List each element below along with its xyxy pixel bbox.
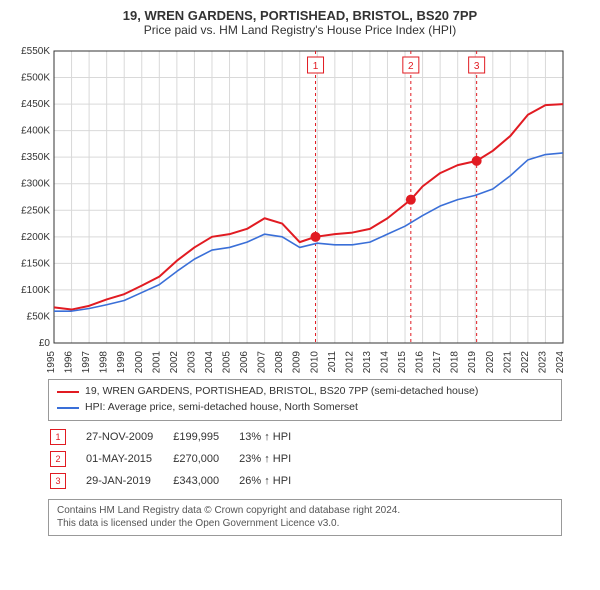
svg-text:£500K: £500K	[21, 73, 50, 84]
sale-marker-icon: 1	[50, 429, 66, 445]
svg-text:2002: 2002	[169, 351, 180, 373]
svg-text:2024: 2024	[555, 351, 566, 373]
legend-row: HPI: Average price, semi-detached house,…	[57, 400, 553, 416]
svg-text:2018: 2018	[450, 351, 461, 373]
sale-date: 01-MAY-2015	[86, 449, 171, 469]
legend-swatch	[57, 407, 79, 409]
svg-text:£300K: £300K	[21, 179, 50, 190]
svg-text:2013: 2013	[362, 351, 373, 373]
legend-label: 19, WREN GARDENS, PORTISHEAD, BRISTOL, B…	[85, 384, 478, 400]
svg-text:2007: 2007	[257, 351, 268, 373]
svg-text:£400K: £400K	[21, 126, 50, 137]
svg-text:2001: 2001	[151, 351, 162, 373]
price-chart: £0 £50K £100K £150K £200K £250K £300K £350K £400…	[8, 43, 568, 373]
attribution-footer: Contains HM Land Registry data © Crown c…	[48, 499, 562, 536]
svg-text:2006: 2006	[239, 351, 250, 373]
svg-text:1998: 1998	[99, 351, 110, 373]
svg-text:2023: 2023	[537, 351, 548, 373]
sale-date: 29-JAN-2019	[86, 471, 171, 491]
svg-text:£550K: £550K	[21, 46, 50, 57]
table-row: 3 29-JAN-2019£343,00026% ↑ HPI	[50, 471, 309, 491]
svg-text:2016: 2016	[415, 351, 426, 373]
svg-text:2000: 2000	[134, 351, 145, 373]
svg-text:£350K: £350K	[21, 152, 50, 163]
svg-text:2009: 2009	[292, 351, 303, 373]
table-row: 1 27-NOV-2009£199,99513% ↑ HPI	[50, 427, 309, 447]
svg-text:2014: 2014	[379, 351, 390, 373]
svg-text:2020: 2020	[485, 351, 496, 373]
sale-price: £343,000	[173, 471, 237, 491]
legend-row: 19, WREN GARDENS, PORTISHEAD, BRISTOL, B…	[57, 384, 553, 400]
svg-text:3: 3	[474, 61, 480, 72]
svg-text:2019: 2019	[467, 351, 478, 373]
footer-line: Contains HM Land Registry data © Crown c…	[57, 504, 553, 518]
sale-delta: 26% ↑ HPI	[239, 471, 309, 491]
svg-text:2022: 2022	[520, 351, 531, 373]
svg-text:2015: 2015	[397, 351, 408, 373]
svg-text:2017: 2017	[432, 351, 443, 373]
sale-delta: 23% ↑ HPI	[239, 449, 309, 469]
svg-text:2004: 2004	[204, 351, 215, 373]
svg-text:£250K: £250K	[21, 205, 50, 216]
svg-text:2005: 2005	[222, 351, 233, 373]
svg-text:£0: £0	[39, 338, 51, 349]
page-subtitle: Price paid vs. HM Land Registry's House …	[8, 23, 592, 37]
footer-line: This data is licensed under the Open Gov…	[57, 517, 553, 531]
svg-text:2011: 2011	[327, 351, 338, 373]
svg-text:£100K: £100K	[21, 285, 50, 296]
svg-text:1999: 1999	[116, 351, 127, 373]
sales-table: 1 27-NOV-2009£199,99513% ↑ HPI 2 01-MAY-201…	[48, 425, 311, 493]
svg-text:2021: 2021	[502, 351, 513, 373]
svg-text:£50K: £50K	[27, 311, 51, 322]
legend-swatch	[57, 391, 79, 393]
svg-text:1: 1	[313, 61, 319, 72]
svg-text:1997: 1997	[81, 351, 92, 373]
sale-price: £199,995	[173, 427, 237, 447]
sale-price: £270,000	[173, 449, 237, 469]
sale-date: 27-NOV-2009	[86, 427, 171, 447]
svg-text:1995: 1995	[46, 351, 57, 373]
sale-marker-icon: 3	[50, 473, 66, 489]
legend-label: HPI: Average price, semi-detached house,…	[85, 400, 358, 416]
svg-text:£200K: £200K	[21, 232, 50, 243]
svg-text:£450K: £450K	[21, 99, 50, 110]
page-title: 19, WREN GARDENS, PORTISHEAD, BRISTOL, B…	[8, 8, 592, 23]
sale-marker-icon: 2	[50, 451, 66, 467]
svg-text:£150K: £150K	[21, 258, 50, 269]
svg-text:2003: 2003	[186, 351, 197, 373]
table-row: 2 01-MAY-2015£270,00023% ↑ HPI	[50, 449, 309, 469]
sale-delta: 13% ↑ HPI	[239, 427, 309, 447]
svg-text:1996: 1996	[64, 351, 75, 373]
chart-container: £0 £50K £100K £150K £200K £250K £300K £350K £400…	[8, 43, 592, 373]
svg-text:2012: 2012	[344, 351, 355, 373]
svg-text:2: 2	[408, 61, 414, 72]
svg-text:2008: 2008	[274, 351, 285, 373]
chart-legend: 19, WREN GARDENS, PORTISHEAD, BRISTOL, B…	[48, 379, 562, 421]
svg-text:2010: 2010	[309, 351, 320, 373]
